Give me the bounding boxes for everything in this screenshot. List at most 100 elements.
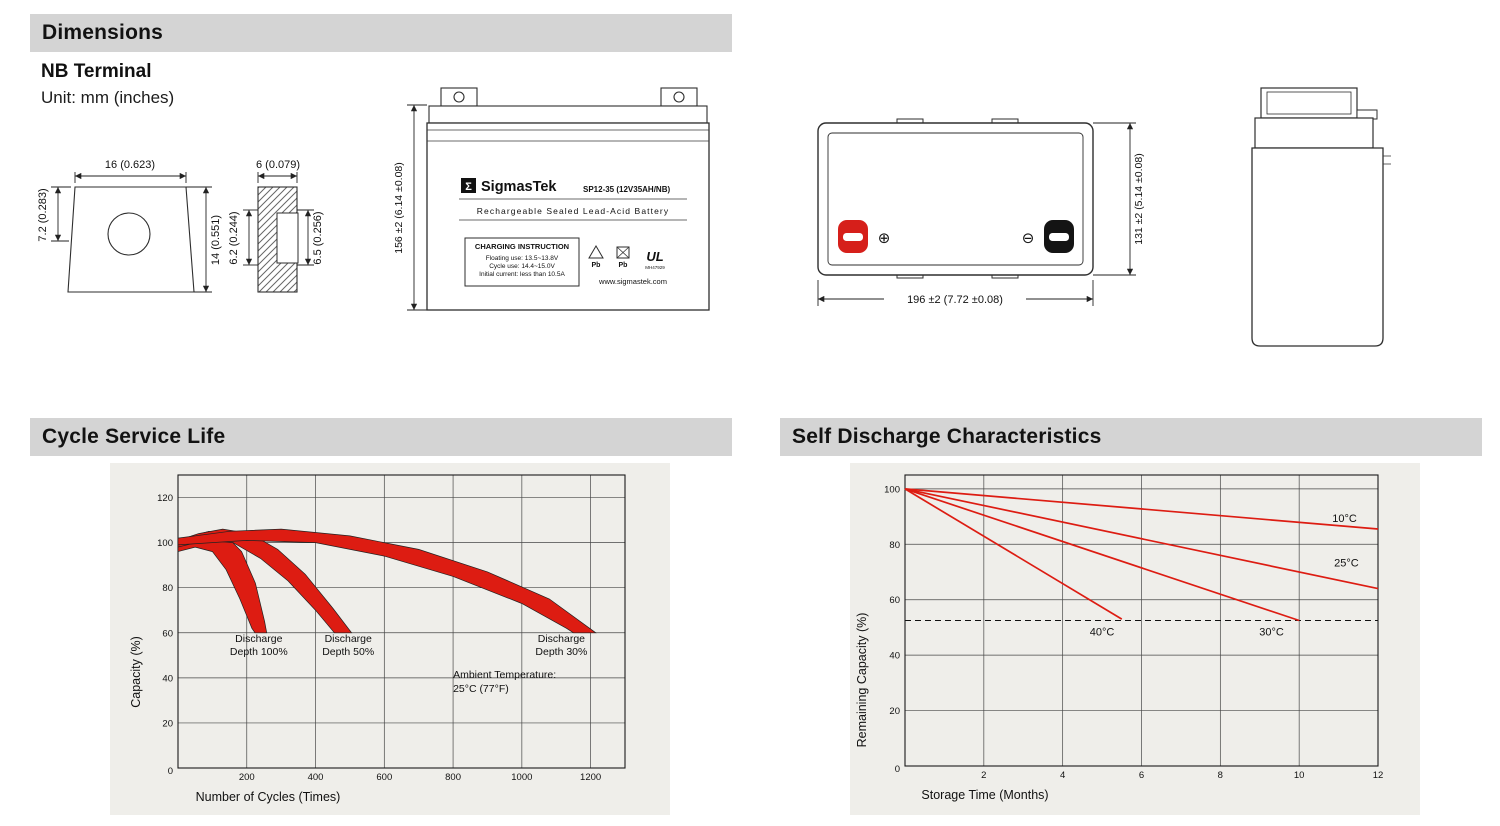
- top-view-inner-edge: [827, 132, 1084, 266]
- ul-file-number: MH47929: [645, 265, 665, 270]
- unit-note: Unit: mm (inches): [41, 88, 175, 107]
- crossed-bin-icon: [616, 246, 630, 259]
- y-tick-label: 20: [162, 718, 173, 729]
- cycle-service-life-chart: 200 400 600 800 1000 1200204060801001200Disch…: [110, 463, 670, 815]
- sigmastek-logo-mark: [461, 178, 476, 193]
- x-tick-label: 12: [1373, 770, 1384, 781]
- x-tick-label: 600: [376, 772, 392, 783]
- charging-line-3: Initial current: less than 10.5A: [479, 271, 565, 278]
- terminal-tab-left: [440, 87, 478, 107]
- series-line-40°C: [904, 488, 1123, 620]
- brand-name: SigmasTek: [481, 179, 557, 195]
- y-tick-label: 40: [162, 673, 173, 684]
- dim-label-terminal-height-partial: 7.2 (0.283): [37, 188, 49, 241]
- minus-symbol-icon: ⊖: [1022, 230, 1035, 247]
- dim-label-battery-length: 196 ±2 (7.72 ±0.08): [907, 294, 1003, 306]
- section-header-dimensions: Dimensions: [30, 14, 732, 52]
- self-discharge-chart: 2 4 6 8 10 12 20 40 60 80 100 0 10°C 25°C 30°C 40°C Stor…: [850, 463, 1420, 815]
- ul-mark-icon: UL: [646, 249, 663, 264]
- charging-line-2: Cycle use: 14.4~15.0V: [489, 263, 555, 270]
- dim-label-terminal-height-total: 14 (0.551): [210, 215, 222, 265]
- terminal-type-heading: NB Terminal: [41, 61, 152, 82]
- y-tick-label: 40: [889, 651, 900, 662]
- origin-tick-label: 0: [168, 766, 173, 777]
- band-label: Depth 100%: [230, 646, 288, 658]
- positive-terminal-slot: [843, 233, 863, 241]
- plus-symbol-icon: ⊕: [878, 230, 891, 247]
- series-line-30°C: [904, 488, 1300, 622]
- side-lid-tier: [1254, 117, 1374, 149]
- dimensions-title: Dimensions: [42, 21, 164, 44]
- y-tick-label: 120: [157, 493, 173, 504]
- pb-label-1: Pb: [592, 262, 601, 269]
- x-tick-label: 1000: [511, 772, 532, 783]
- x-tick-label: 10: [1294, 770, 1305, 781]
- terminal-tab-right: [660, 87, 698, 107]
- band-label: Discharge: [325, 633, 372, 645]
- dim-label-slot-width: 6 (0.079): [256, 159, 300, 171]
- y-tick-label: 60: [889, 595, 900, 606]
- series-label: 25°C: [1334, 557, 1359, 569]
- y-tick-label: 100: [884, 484, 900, 495]
- terminal-front-outline: [67, 186, 195, 293]
- terminal-bolt-hole: [107, 212, 151, 256]
- terminal-tab-hole-left: [453, 91, 465, 103]
- band-label: Depth 50%: [322, 646, 374, 658]
- battery-lid: [428, 105, 708, 124]
- series-label: 30°C: [1259, 627, 1284, 639]
- x-axis-title: Number of Cycles (Times): [196, 790, 341, 804]
- dim-label-terminal-width: 16 (0.623): [105, 159, 155, 171]
- dim-label-slot-depth: 6.5 (0.256): [312, 211, 324, 264]
- x-tick-label: 1200: [580, 772, 601, 783]
- cycle-service-life-title: Cycle Service Life: [42, 425, 226, 448]
- section-header-self-discharge: Self Discharge Characteristics: [780, 418, 1482, 456]
- origin-tick-label: 0: [895, 764, 900, 775]
- section-header-cycle-service-life: Cycle Service Life: [30, 418, 732, 456]
- side-cap-inner: [1266, 91, 1352, 115]
- self-discharge-title: Self Discharge Characteristics: [792, 425, 1102, 448]
- website-text: www.sigmastek.com: [598, 277, 667, 286]
- battery-type-text: Rechargeable Sealed Lead-Acid Battery: [477, 206, 669, 216]
- y-tick-label: 20: [889, 706, 900, 717]
- series-line-25°C: [904, 488, 1379, 590]
- x-tick-label: 2: [981, 770, 986, 781]
- recycle-icon: [588, 245, 604, 259]
- battery-top-view-drawing: ⊕ ⊖ 196 ±2 (7.72 ±0.08) 131 ±2 (5.14 ±0.…: [817, 118, 1145, 306]
- sigma-icon: Σ: [465, 181, 472, 193]
- charging-instruction-box: [464, 237, 580, 287]
- band-label: Depth 30%: [535, 646, 587, 658]
- series-line-10°C: [904, 488, 1379, 530]
- x-tick-label: 200: [239, 772, 255, 783]
- ambient-temperature-note: 25°C (77°F): [453, 683, 509, 695]
- x-tick-label: 4: [1060, 770, 1065, 781]
- series-label: 10°C: [1332, 513, 1357, 525]
- battery-body: [426, 122, 710, 311]
- model-number: SP12-35 (12V35AH/NB): [583, 185, 670, 194]
- battery-front-view-drawing: 156 ±2 (6.14 ±0.08) Σ SigmasTek SP12-35 …: [393, 87, 710, 311]
- side-body: [1251, 147, 1384, 347]
- pb-label-2: Pb: [619, 262, 628, 269]
- dim-label-slot-inner: 6.2 (0.244): [228, 211, 240, 264]
- terminal-tab-hole-right: [673, 91, 685, 103]
- crossed-bin-icon: [616, 246, 630, 259]
- x-tick-label: 8: [1218, 770, 1223, 781]
- y-tick-label: 80: [162, 583, 173, 594]
- terminal-slot-notch: [276, 212, 299, 264]
- y-tick-label: 60: [162, 628, 173, 639]
- ambient-temperature-note: Ambient Temperature:: [453, 669, 556, 681]
- y-tick-label: 100: [157, 538, 173, 549]
- x-axis-title: Storage Time (Months): [921, 788, 1048, 802]
- y-axis-title: Capacity (%): [129, 636, 143, 708]
- series-label: 40°C: [1090, 627, 1115, 639]
- charging-title: CHARGING INSTRUCTION: [475, 242, 569, 251]
- plot-border: [177, 474, 626, 769]
- negative-terminal-slot: [1049, 233, 1069, 241]
- y-axis-title: Remaining Capacity (%): [855, 613, 869, 748]
- battery-side-view-drawing: [1251, 87, 1391, 347]
- band-label: Discharge: [235, 633, 282, 645]
- charging-line-1: Floating use: 13.5~13.8V: [486, 255, 559, 262]
- x-tick-label: 400: [308, 772, 324, 783]
- dim-label-backing: [884, 291, 1026, 306]
- dim-label-battery-height: 156 ±2 (6.14 ±0.08): [393, 162, 405, 254]
